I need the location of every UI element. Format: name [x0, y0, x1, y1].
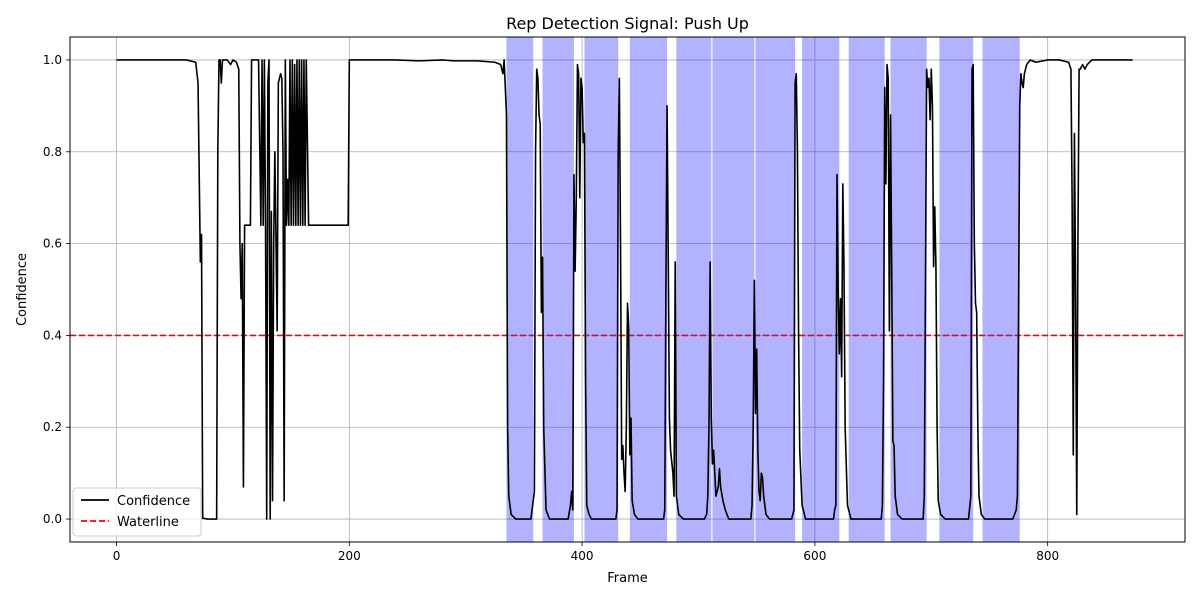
x-tick-label: 600 — [803, 549, 826, 563]
rep-region — [939, 37, 974, 542]
x-tick-label: 0 — [113, 549, 121, 563]
legend-confidence-label: Confidence — [117, 494, 190, 509]
rep-region — [712, 37, 755, 542]
rep-region — [542, 37, 574, 542]
legend-waterline-label: Waterline — [117, 515, 179, 530]
rep-region — [676, 37, 712, 542]
rep-region — [848, 37, 885, 542]
y-tick-label: 0.8 — [43, 145, 62, 159]
y-tick-label: 0.0 — [43, 512, 62, 526]
chart-title: Rep Detection Signal: Push Up — [506, 14, 749, 33]
axis-ticks: 0 200 400 600 800 0.0 0.2 0.4 0.6 0.8 1.0 — [43, 53, 1059, 563]
rep-region — [755, 37, 796, 542]
y-tick-label: 0.2 — [43, 420, 62, 434]
x-axis-title: Frame — [607, 571, 648, 586]
rep-region — [629, 37, 668, 542]
rep-region — [982, 37, 1020, 542]
rep-region — [506, 37, 534, 542]
y-tick-label: 1.0 — [43, 53, 62, 67]
x-tick-label: 200 — [338, 549, 361, 563]
rep-region — [584, 37, 619, 542]
confidence-line — [116, 59, 1133, 520]
rep-regions — [506, 37, 1020, 542]
y-tick-label: 0.6 — [43, 237, 62, 251]
plot-background — [70, 37, 1185, 542]
x-tick-label: 800 — [1036, 549, 1059, 563]
y-tick-label: 0.4 — [43, 328, 62, 342]
series-layer — [116, 59, 1133, 520]
rep-region — [890, 37, 927, 542]
plot-frame — [69, 36, 1186, 543]
y-axis-title: Confidence — [15, 253, 30, 326]
x-tick-label: 400 — [571, 549, 594, 563]
rep-region — [802, 37, 840, 542]
legend: Confidence Waterline — [72, 487, 202, 537]
